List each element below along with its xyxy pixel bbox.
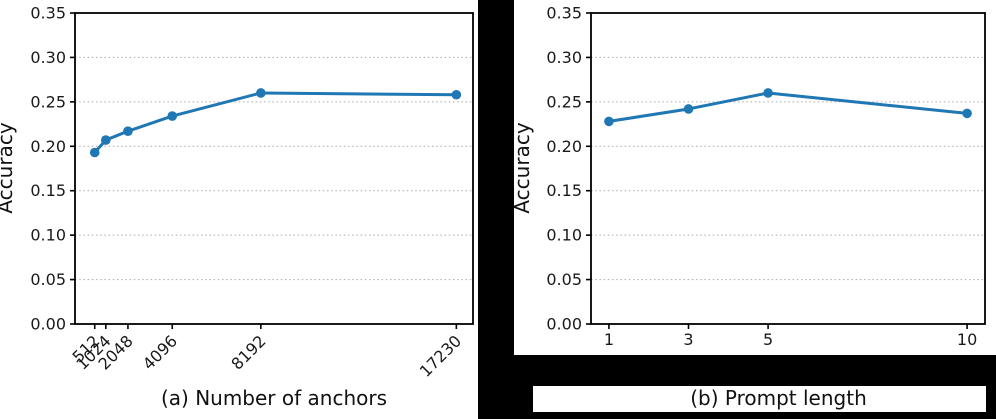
y-tick-label: 0.30	[546, 48, 582, 67]
x-tick-label: 8192	[227, 331, 269, 373]
x-tick-label: 3	[683, 330, 693, 349]
data-point-marker	[962, 108, 972, 119]
plot-border	[74, 12, 474, 325]
x-tick-label: 4096	[139, 331, 181, 373]
data-point-marker	[167, 111, 178, 121]
accuracy-line	[607, 91, 969, 123]
x-tick-label: 5	[763, 330, 773, 349]
data-point-marker	[89, 147, 100, 158]
y-tick-label: 0.00	[30, 315, 66, 334]
y-tick-label: 0.05	[30, 270, 66, 289]
y-tick-label: 0.35	[30, 4, 66, 23]
y-tick-label: 0.30	[30, 48, 66, 67]
y-tick-label: 0.25	[546, 92, 582, 111]
y-axis-label: Accuracy	[514, 122, 534, 213]
x-tick-label: 10	[957, 330, 977, 349]
accuracy-line	[93, 91, 458, 155]
data-point-marker	[101, 135, 111, 145]
y-tick-label: 0.15	[30, 181, 66, 200]
y-tick-label: 0.25	[30, 92, 66, 111]
data-point-marker	[683, 104, 694, 114]
data-point-marker	[256, 88, 266, 98]
y-tick-label: 0.00	[546, 315, 582, 334]
data-point-marker	[123, 126, 133, 136]
accuracy-vs-prompt-length-chart: 0.00 0.05 0.10 0.15 0.20 0.25 0.30 0.35 1 3 5 10 Acc…	[514, 4, 986, 349]
y-tick-label: 0.05	[546, 270, 582, 289]
caption-strip: (b) Prompt length	[533, 386, 986, 412]
prompt-length-chart-caption: (b) Prompt length	[690, 386, 867, 410]
y-tick-label: 0.35	[546, 4, 582, 23]
data-point-marker	[451, 89, 462, 100]
y-tick-label: 0.10	[30, 226, 66, 245]
data-point-marker	[604, 116, 614, 127]
anchors-chart-caption: (a) Number of anchors	[160, 386, 388, 410]
plot-border	[590, 12, 986, 325]
black-divider-bar	[478, 0, 514, 419]
accuracy-vs-anchors-chart: 0.000.050.100.150.200.250.300.3551210242…	[0, 4, 474, 381]
y-tick-label: 0.15	[546, 181, 582, 200]
y-tick-label: 0.20	[30, 137, 66, 156]
y-tick-label: 0.10	[546, 226, 582, 245]
y-tick-label: 0.20	[546, 137, 582, 156]
y-axis-label: Accuracy	[0, 122, 17, 213]
data-point-marker	[763, 88, 773, 98]
x-tick-label: 17230	[416, 331, 465, 380]
x-tick-label: 1	[604, 330, 614, 349]
